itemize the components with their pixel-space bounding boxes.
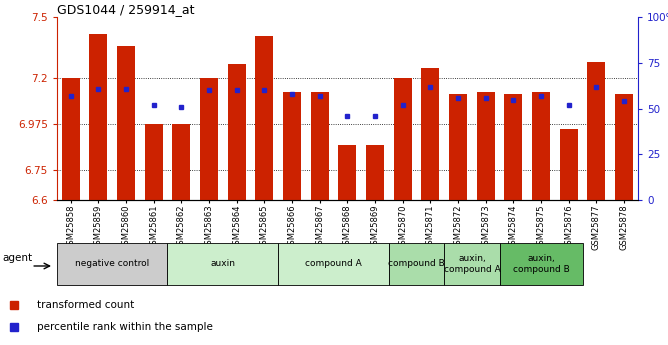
Bar <box>500 243 582 285</box>
Bar <box>90 33 108 200</box>
Text: agent: agent <box>3 253 33 263</box>
Bar <box>278 243 389 285</box>
Text: negative control: negative control <box>75 259 149 268</box>
Bar <box>57 243 168 285</box>
Text: auxin,
compound B: auxin, compound B <box>513 254 569 274</box>
Bar <box>200 78 218 200</box>
Bar <box>393 78 411 200</box>
Bar <box>615 95 633 200</box>
Bar <box>560 129 578 200</box>
Bar <box>587 62 605 200</box>
Bar <box>477 92 495 200</box>
Text: auxin,
compound A: auxin, compound A <box>444 254 500 274</box>
Text: compound B: compound B <box>388 259 445 268</box>
Text: percentile rank within the sample: percentile rank within the sample <box>37 322 213 332</box>
Text: compound A: compound A <box>305 259 362 268</box>
Bar <box>444 243 500 285</box>
Text: GDS1044 / 259914_at: GDS1044 / 259914_at <box>57 3 194 16</box>
Text: transformed count: transformed count <box>37 300 135 310</box>
Bar <box>117 46 135 200</box>
Bar <box>449 95 467 200</box>
Bar <box>422 68 440 200</box>
Bar <box>339 145 356 200</box>
Bar <box>228 64 246 200</box>
Bar <box>311 92 329 200</box>
Text: auxin: auxin <box>210 259 235 268</box>
Bar <box>283 92 301 200</box>
Bar <box>504 95 522 200</box>
Bar <box>366 145 384 200</box>
Bar <box>61 78 79 200</box>
Bar <box>168 243 278 285</box>
Bar <box>532 92 550 200</box>
Bar <box>255 36 273 200</box>
Bar <box>145 124 162 200</box>
Bar <box>389 243 444 285</box>
Bar <box>172 124 190 200</box>
